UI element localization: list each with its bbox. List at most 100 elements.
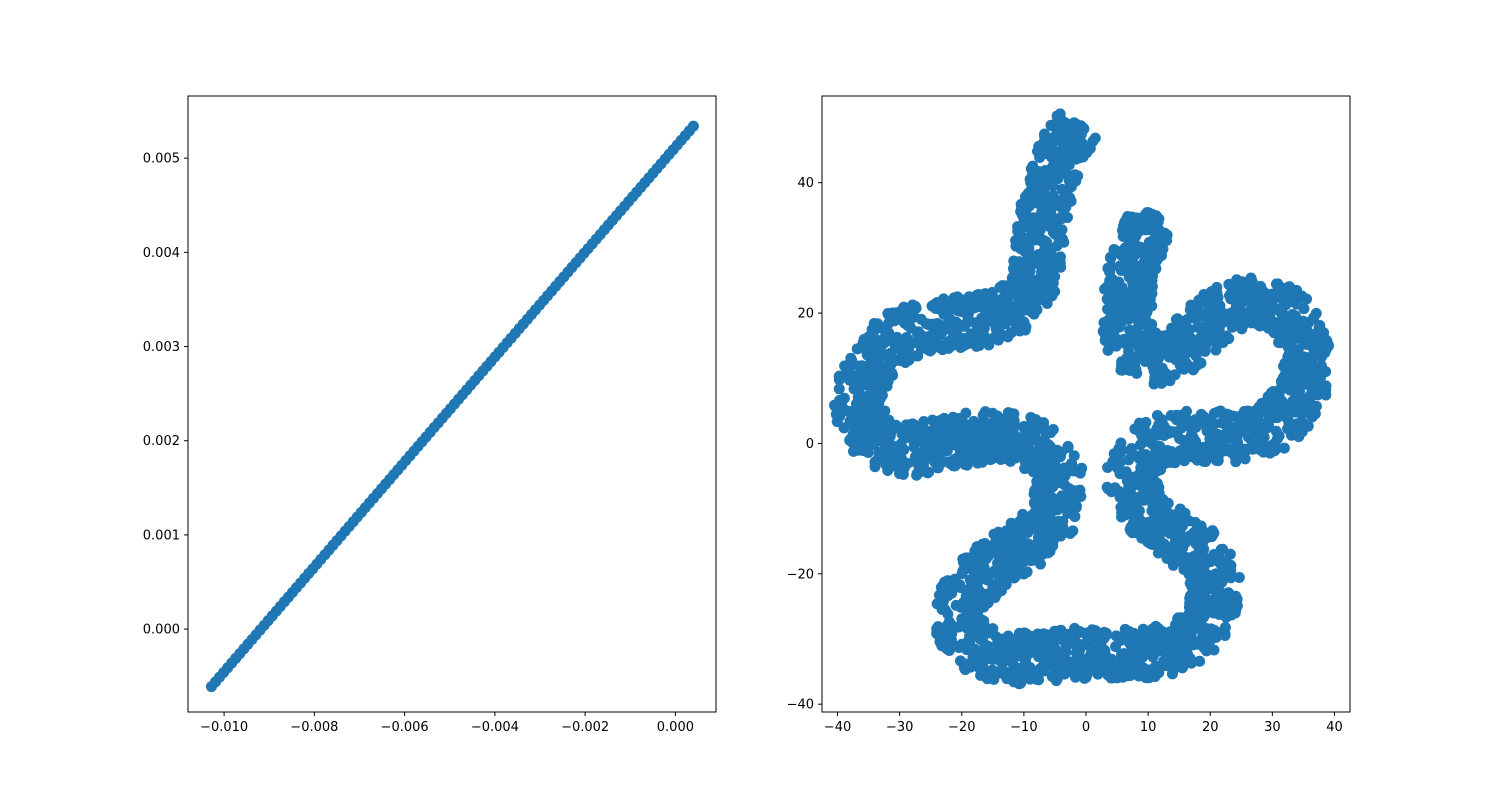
x-tick-label: 0 [1082,720,1090,735]
scatter-point [1100,627,1112,639]
scatter-point [853,360,865,372]
scatter-point [1172,313,1184,325]
scatter-point [1153,623,1165,635]
scatter-point [1187,364,1199,376]
scatter-point [1315,360,1327,372]
scatter-point [1104,275,1116,287]
scatter-point [926,300,938,312]
scatter-point [1182,420,1194,432]
x-tick-label: −20 [948,720,975,735]
scatter-point [1238,451,1250,463]
scatter-point [1193,321,1205,333]
scatter-point [844,374,856,386]
scatter-point [1184,577,1196,589]
scatter-point [960,407,972,419]
scatter-point [1034,151,1046,163]
scatter-point [1270,278,1282,290]
scatter-point [1121,649,1133,661]
scatter-point [1008,408,1020,420]
scatter-point [1045,427,1057,439]
scatter-point [1149,372,1161,384]
scatter-point [1074,467,1086,479]
scatter-point [1108,243,1120,255]
scatter-point [1209,293,1221,305]
scatter-point [1161,229,1173,241]
scatter-point [1056,213,1068,225]
scatter-point [834,370,846,382]
scatter-point [1152,667,1164,679]
scatter-point [931,598,943,610]
y-tick-label: 0.001 [143,528,180,543]
y-tick-label: 0.002 [143,434,180,449]
x-tick-label: 20 [1202,720,1219,735]
scatter-point [1210,344,1222,356]
scatter-point [1278,442,1290,454]
scatter-point [1258,431,1270,443]
scatter-point [1140,416,1152,428]
scatter-point [1099,644,1111,656]
y-tick-label: 0.005 [143,152,180,167]
scatter-point [1215,544,1227,556]
scatter-point [943,644,955,656]
scatter-point [1233,571,1245,583]
scatter-point [1056,202,1068,214]
scatter-point [1120,468,1132,480]
scatter-point [1146,505,1158,517]
x-tick-label: −0.008 [290,720,338,735]
scatter-point [898,444,910,456]
scatter-point [1219,621,1231,633]
scatter-point [1130,262,1142,274]
scatter-point [1276,395,1288,407]
scatter-point [990,331,1002,343]
x-tick-label: −0.004 [471,720,519,735]
scatter-point [1069,511,1081,523]
scatter-point [1101,293,1113,305]
scatter-point [1223,290,1235,302]
scatter-point [1273,430,1285,442]
scatter-point [990,323,1002,335]
scatter-point [1063,499,1075,511]
scatter-point [1225,317,1237,329]
y-tick-label: 0 [806,437,814,452]
x-tick-label: −0.006 [381,720,429,735]
scatter-point [923,466,935,478]
left-axes-frame [187,95,717,713]
left-scatter-points [205,120,699,693]
scatter-point [1045,119,1057,131]
scatter-point [1113,276,1125,288]
scatter-point [687,120,699,132]
scatter-point [1103,303,1115,315]
scatter-point [970,606,982,618]
scatter-point [999,452,1011,464]
scatter-point [1302,420,1314,432]
scatter-point [1106,261,1118,273]
scatter-point [1013,678,1025,690]
scatter-point [1200,608,1212,620]
scatter-point [1089,132,1101,144]
scatter-point [1138,258,1150,270]
x-tick-label: 30 [1264,720,1281,735]
scatter-point [1075,491,1087,503]
scatter-point [1126,443,1138,455]
x-tick-label: −10 [1010,720,1037,735]
scatter-point [946,623,958,635]
scatter-point [1144,224,1156,236]
scatter-point [988,528,1000,540]
scatter-point [1156,417,1168,429]
left-y-axis-ticks: 0.000 0.001 0.002 0.003 0.004 0.005 [143,152,188,638]
scatter-point [1089,625,1101,637]
scatter-point [1208,624,1220,636]
scatter-point [1152,547,1164,559]
right-scatter-points [829,108,1334,690]
x-tick-label: 10 [1140,720,1157,735]
scatter-point [1064,527,1076,539]
x-tick-label: 0.000 [657,720,694,735]
scatter-point [1219,629,1231,641]
scatter-point [833,383,845,395]
scatter-point [1055,261,1067,273]
scatter-point [838,422,850,434]
scatter-point [883,309,895,321]
left-scatter-chart: −0.010 −0.008 −0.006 −0.004 −0.002 0.000 0.00… [143,95,717,735]
scatter-point [1269,445,1281,457]
